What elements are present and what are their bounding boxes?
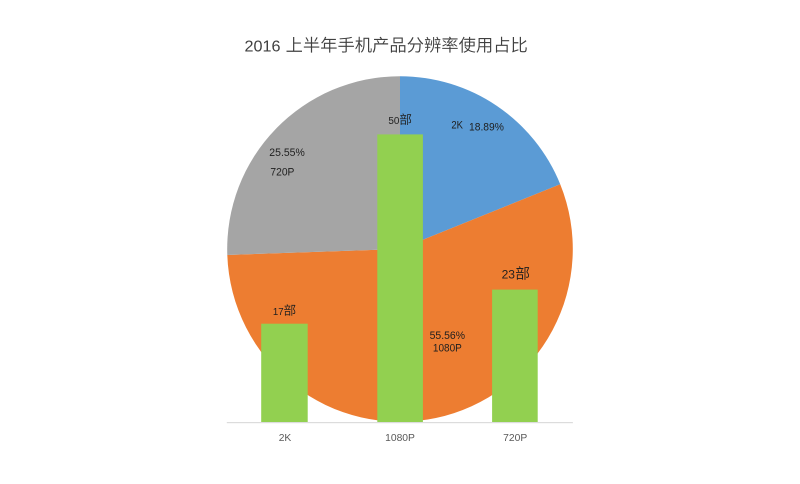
svg-text:18.89%: 18.89% (469, 122, 504, 134)
svg-text:1080P: 1080P (433, 343, 462, 355)
svg-text:2K: 2K (279, 433, 292, 444)
svg-text:2016: 2016 (245, 38, 281, 55)
svg-text:1080P: 1080P (385, 433, 415, 444)
svg-text:17: 17 (273, 307, 284, 318)
svg-text:720P: 720P (270, 166, 294, 178)
svg-text:23: 23 (502, 268, 516, 282)
svg-text:2K: 2K (451, 119, 463, 131)
svg-text:50: 50 (388, 116, 399, 127)
svg-text:25.55%: 25.55% (269, 147, 305, 159)
svg-text:55.56%: 55.56% (430, 330, 465, 342)
svg-text:720P: 720P (503, 433, 527, 444)
